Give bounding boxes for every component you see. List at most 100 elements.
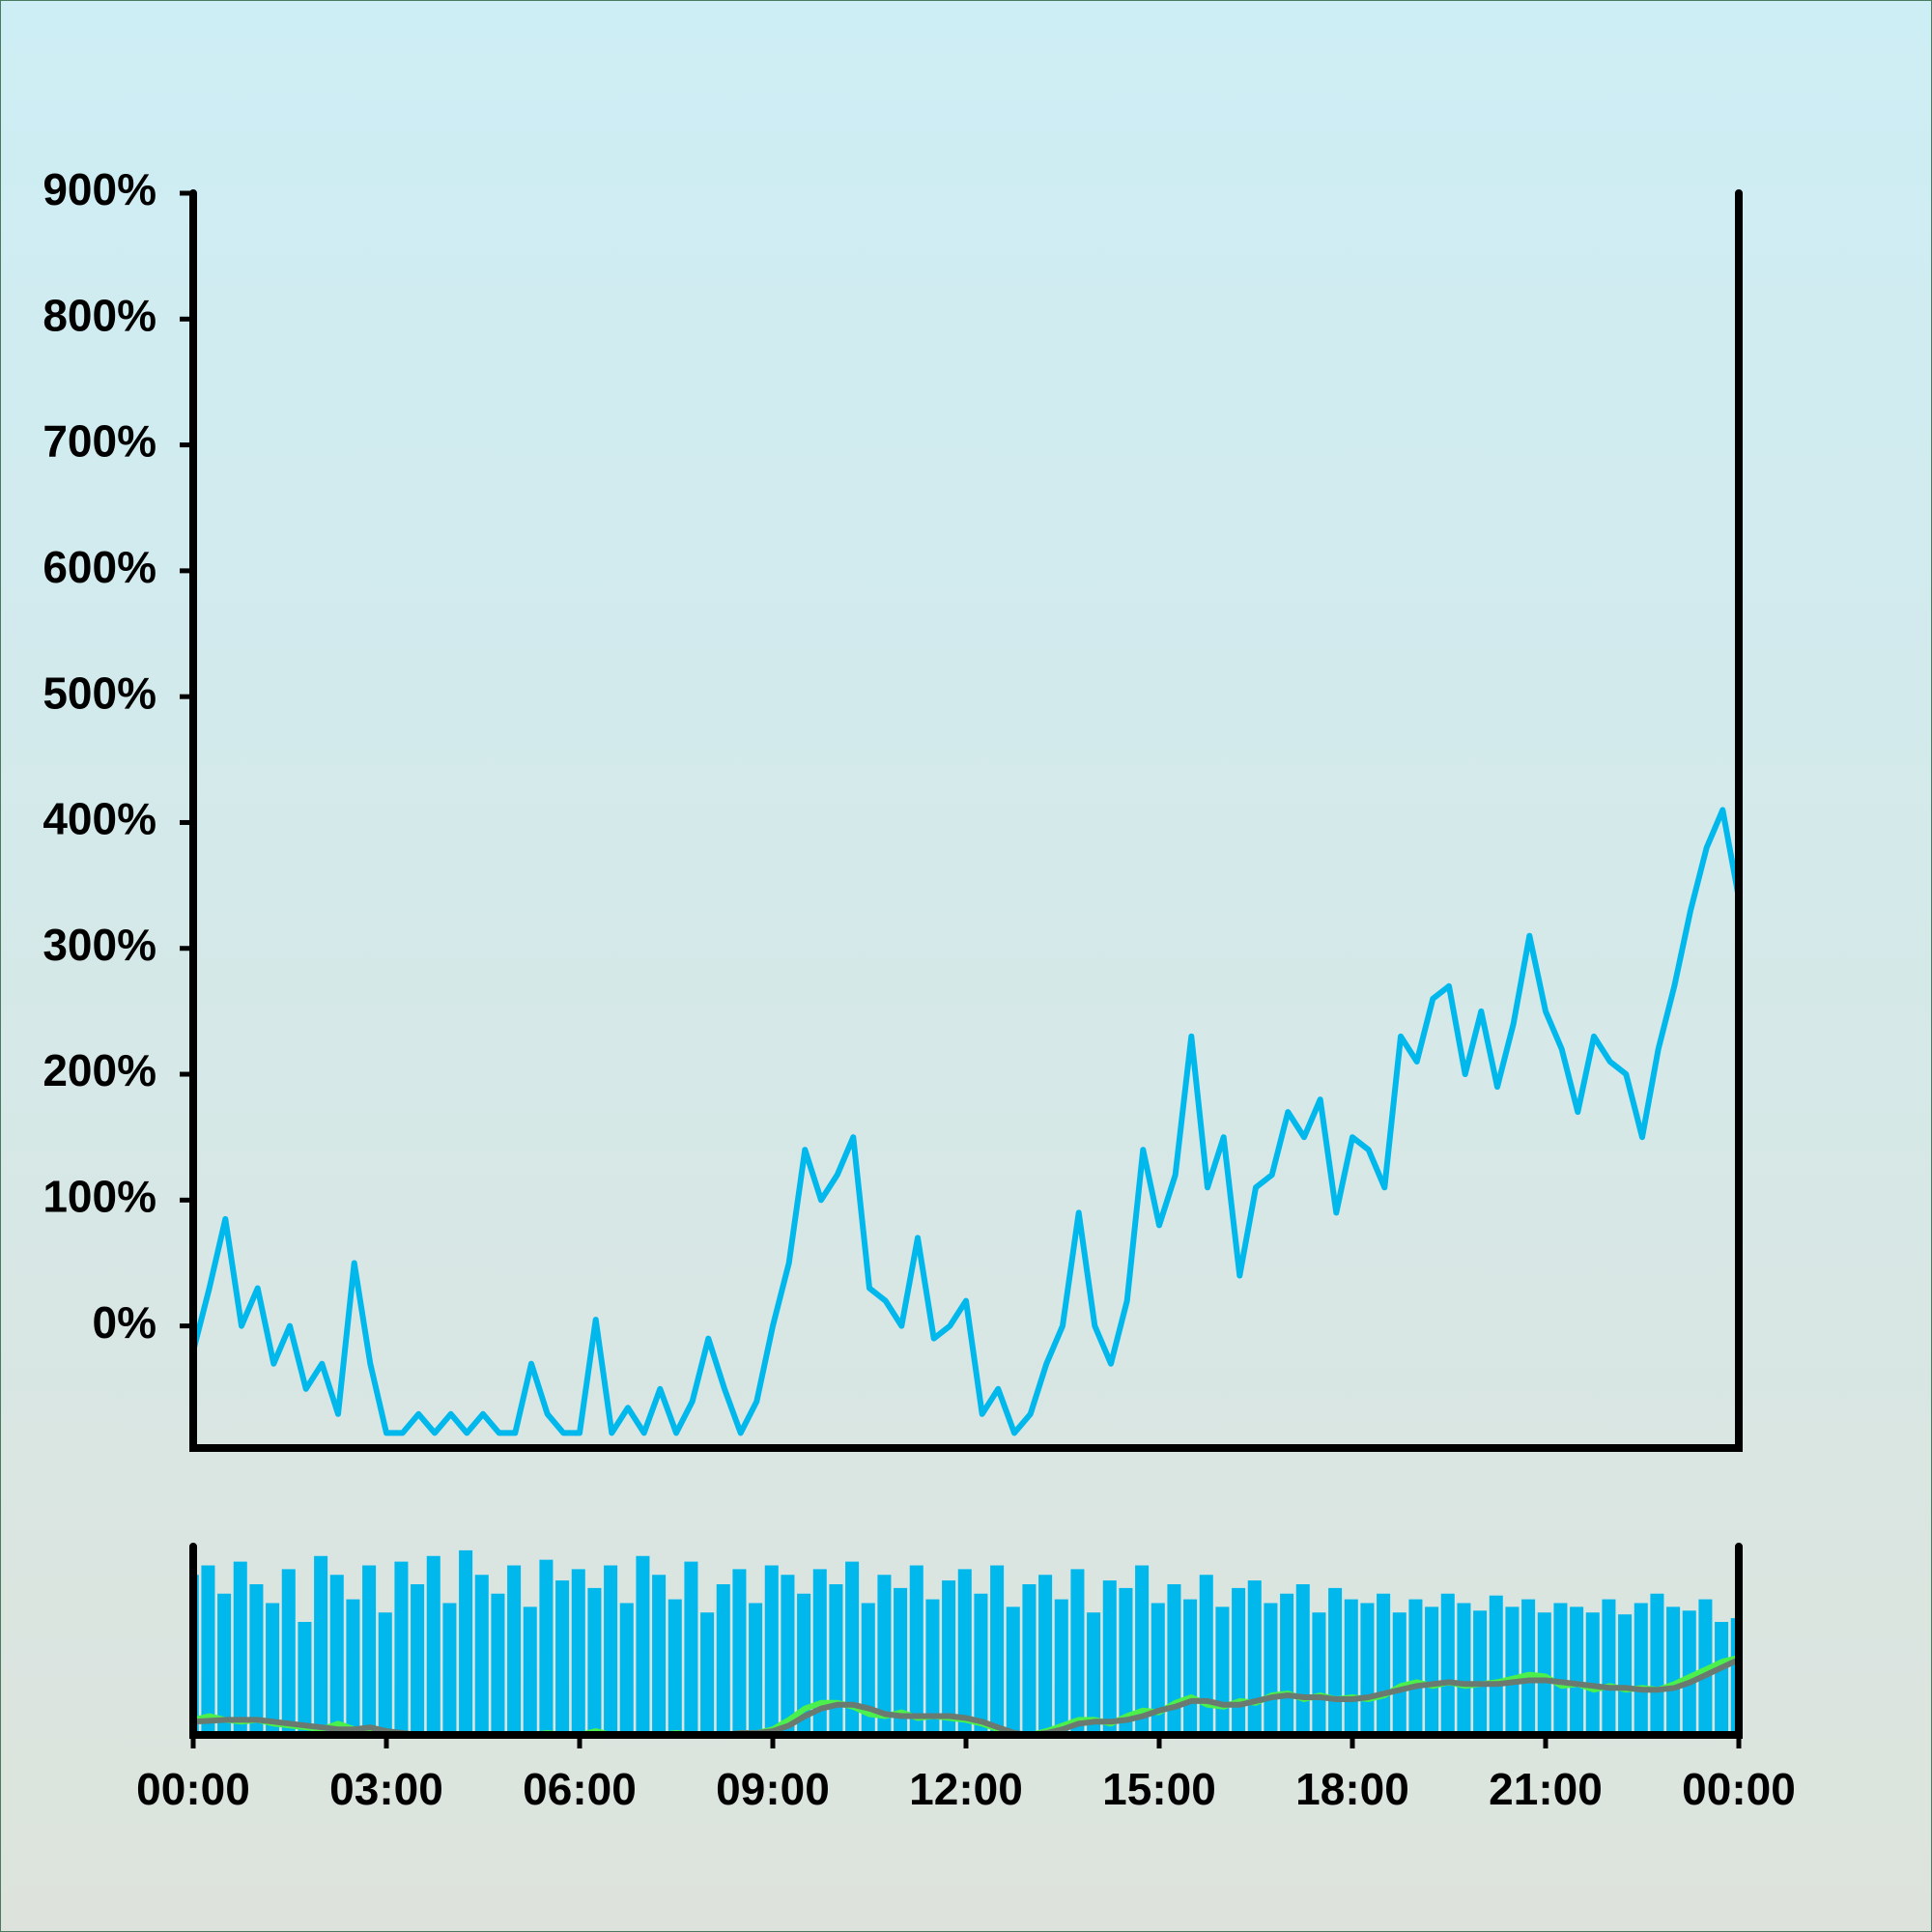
main-plot — [193, 807, 1739, 1436]
volume-bar — [523, 1606, 537, 1735]
y-tick-label: 800% — [43, 290, 156, 340]
y-tick-label: 500% — [43, 668, 156, 718]
volume-bar — [459, 1549, 473, 1735]
volume-bar — [1634, 1603, 1648, 1735]
volume-bar — [1070, 1569, 1085, 1735]
volume-bar — [217, 1593, 232, 1735]
volume-bar — [894, 1587, 908, 1735]
volume-bar — [507, 1565, 522, 1735]
overlay-line — [193, 1657, 1739, 1735]
volume-bar — [1295, 1584, 1310, 1735]
volume-bar — [266, 1603, 280, 1735]
volume-bar — [957, 1569, 972, 1735]
volume-bar — [1328, 1587, 1343, 1735]
volume-bar — [298, 1622, 312, 1735]
volume-bar — [812, 1569, 827, 1735]
volume-bar — [1280, 1593, 1294, 1735]
volume-bar — [1440, 1593, 1455, 1735]
volume-bar — [829, 1584, 843, 1735]
volume-bar — [1312, 1612, 1326, 1735]
volume-bar — [587, 1587, 602, 1735]
volume-bar — [1247, 1580, 1262, 1735]
volume-bar — [1618, 1614, 1633, 1735]
x-tick-label: 00:00 — [136, 1764, 250, 1814]
volume-bar — [1119, 1587, 1133, 1735]
volume-bar — [233, 1561, 247, 1735]
volume-bar — [925, 1599, 940, 1735]
volume-bar — [1392, 1612, 1406, 1735]
axes: 0% 100% 200% 300% 400% 500% 600% 700% 800% 900% 00… — [43, 164, 1795, 1814]
volume-bar — [1553, 1603, 1568, 1735]
y-tick-label: 400% — [43, 794, 156, 844]
volume-bar — [1183, 1599, 1198, 1735]
volume-bar — [201, 1565, 215, 1735]
volume-bar — [571, 1569, 585, 1735]
volume-bar — [1682, 1610, 1696, 1735]
volume-bar — [1473, 1610, 1488, 1735]
volume-bar — [636, 1555, 650, 1735]
volume-bar — [990, 1565, 1005, 1735]
y-tick-label: 600% — [43, 542, 156, 592]
volume-bar — [539, 1559, 554, 1735]
volume-bar — [329, 1575, 344, 1735]
volume-bar — [1006, 1606, 1020, 1735]
x-tick-label: 18:00 — [1295, 1764, 1409, 1814]
x-tick-label: 21:00 — [1489, 1764, 1603, 1814]
x-tick-label: 06:00 — [523, 1764, 637, 1814]
volume-bar — [1102, 1580, 1117, 1735]
volume-bar — [1408, 1599, 1423, 1735]
volume-bar — [346, 1599, 360, 1735]
volume-bar — [909, 1565, 923, 1735]
volume-bar — [1264, 1603, 1278, 1735]
volume-bar — [1232, 1587, 1246, 1735]
y-tick-label: 200% — [43, 1045, 156, 1095]
volume-bar — [797, 1593, 811, 1735]
y-tick-label: 0% — [93, 1297, 156, 1348]
x-tick-label: 00:00 — [1682, 1764, 1796, 1814]
volume-bar — [716, 1584, 730, 1735]
volume-bar — [314, 1555, 328, 1735]
volume-bar — [1585, 1612, 1600, 1735]
volume-bar — [1666, 1606, 1681, 1735]
volume-plot — [193, 1549, 1739, 1735]
volume-bar — [974, 1593, 988, 1735]
volume-bar — [877, 1575, 892, 1735]
x-tick-label: 12:00 — [909, 1764, 1023, 1814]
x-tick-label: 03:00 — [329, 1764, 443, 1814]
volume-bar — [1715, 1622, 1729, 1735]
y-tick-label: 700% — [43, 416, 156, 467]
volume-bar — [394, 1561, 409, 1735]
x-tick-label: 09:00 — [716, 1764, 830, 1814]
volume-bar — [411, 1584, 425, 1735]
volume-bar — [781, 1575, 795, 1735]
volume-bar — [861, 1603, 875, 1735]
volume-bar — [426, 1555, 440, 1735]
volume-bar — [1730, 1618, 1739, 1735]
y-tick-label: 100% — [43, 1171, 156, 1221]
volume-bar — [362, 1565, 377, 1735]
volume-bar — [1360, 1603, 1375, 1735]
y-tick-label: 900% — [43, 164, 156, 214]
volume-bar — [1505, 1606, 1520, 1735]
volume-bar — [491, 1593, 505, 1735]
y-tick-label: 300% — [43, 920, 156, 970]
volume-bar — [749, 1603, 763, 1735]
volume-bar — [845, 1561, 860, 1735]
volume-bar — [1038, 1575, 1053, 1735]
volume-bar — [700, 1612, 715, 1735]
volume-bar — [1022, 1584, 1037, 1735]
volume-bar — [1489, 1595, 1503, 1735]
volume-bar — [1457, 1603, 1471, 1735]
volume-bar — [732, 1569, 747, 1735]
volume-bar — [1087, 1612, 1101, 1735]
volume-bar — [652, 1575, 667, 1735]
volume-bar — [1521, 1599, 1536, 1735]
volume-bar — [1570, 1606, 1584, 1735]
volume-bar — [281, 1569, 296, 1735]
volume-bar — [604, 1565, 618, 1735]
volume-bar — [555, 1580, 570, 1735]
volume-bar — [1215, 1606, 1230, 1735]
volume-bar — [474, 1575, 489, 1735]
